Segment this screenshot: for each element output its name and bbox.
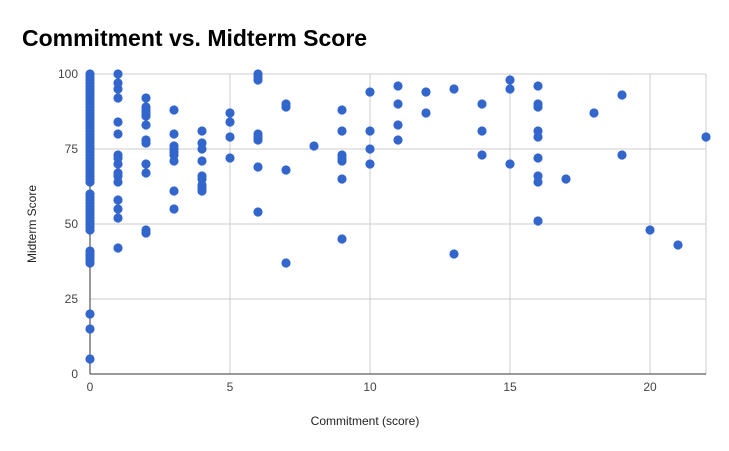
data-point[interactable] [701, 132, 711, 142]
data-point[interactable] [533, 81, 543, 91]
data-point[interactable] [253, 135, 263, 145]
data-point[interactable] [393, 99, 403, 109]
data-point[interactable] [393, 81, 403, 91]
data-point[interactable] [113, 177, 123, 187]
data-point[interactable] [225, 153, 235, 163]
x-tick-labels: 0 5 10 15 20 [87, 380, 657, 394]
data-point[interactable] [337, 156, 347, 166]
data-point[interactable] [365, 87, 375, 97]
data-point[interactable] [617, 150, 627, 160]
y-tick-labels: 0 25 50 75 100 [58, 67, 78, 381]
y-tick-label: 0 [71, 367, 78, 381]
data-point[interactable] [141, 228, 151, 238]
data-point[interactable] [421, 87, 431, 97]
data-point[interactable] [281, 165, 291, 175]
data-point[interactable] [113, 84, 123, 94]
data-point[interactable] [225, 108, 235, 118]
data-point[interactable] [253, 162, 263, 172]
x-tick-label: 20 [643, 380, 657, 394]
data-point[interactable] [533, 102, 543, 112]
data-point[interactable] [141, 93, 151, 103]
x-tick-label: 15 [503, 380, 517, 394]
data-point[interactable] [365, 126, 375, 136]
data-point[interactable] [85, 177, 95, 187]
data-point[interactable] [533, 216, 543, 226]
data-point[interactable] [113, 159, 123, 169]
data-point[interactable] [169, 156, 179, 166]
data-point[interactable] [477, 99, 487, 109]
data-point[interactable] [141, 138, 151, 148]
x-tick-label: 10 [363, 380, 377, 394]
data-point[interactable] [365, 144, 375, 154]
data-point[interactable] [85, 309, 95, 319]
data-point[interactable] [141, 111, 151, 121]
data-point[interactable] [477, 150, 487, 160]
data-point[interactable] [169, 105, 179, 115]
data-point[interactable] [449, 249, 459, 259]
data-point[interactable] [141, 159, 151, 169]
data-point[interactable] [113, 243, 123, 253]
data-point[interactable] [281, 258, 291, 268]
data-point[interactable] [225, 132, 235, 142]
data-point[interactable] [449, 84, 459, 94]
y-tick-label: 25 [65, 292, 79, 306]
x-axis-label: Commitment (score) [311, 414, 420, 428]
data-point[interactable] [393, 120, 403, 130]
data-point[interactable] [505, 84, 515, 94]
data-point[interactable] [253, 75, 263, 85]
x-tick-label: 0 [87, 380, 94, 394]
y-tick-label: 75 [65, 142, 79, 156]
chart-title: Commitment vs. Midterm Score [22, 25, 367, 51]
data-point[interactable] [113, 213, 123, 223]
data-point[interactable] [477, 126, 487, 136]
data-point[interactable] [113, 69, 123, 79]
y-axis-label: Midterm Score [25, 185, 39, 263]
data-point[interactable] [85, 354, 95, 364]
data-point[interactable] [169, 186, 179, 196]
data-point[interactable] [365, 159, 375, 169]
data-point[interactable] [141, 120, 151, 130]
data-point[interactable] [197, 186, 207, 196]
data-point[interactable] [337, 105, 347, 115]
data-point[interactable] [337, 234, 347, 244]
data-point[interactable] [197, 144, 207, 154]
data-point[interactable] [673, 240, 683, 250]
data-point[interactable] [645, 225, 655, 235]
data-point[interactable] [533, 132, 543, 142]
data-point[interactable] [505, 159, 515, 169]
y-tick-label: 100 [58, 67, 78, 81]
data-point[interactable] [589, 108, 599, 118]
data-point[interactable] [505, 75, 515, 85]
data-point[interactable] [421, 108, 431, 118]
data-point[interactable] [85, 324, 95, 334]
data-point[interactable] [561, 174, 571, 184]
data-point[interactable] [617, 90, 627, 100]
data-point[interactable] [169, 204, 179, 214]
data-point[interactable] [197, 126, 207, 136]
grid-lines [89, 73, 707, 375]
data-point[interactable] [113, 117, 123, 127]
y-tick-label: 50 [65, 217, 79, 231]
data-point[interactable] [85, 258, 95, 268]
data-point[interactable] [197, 156, 207, 166]
data-point[interactable] [337, 126, 347, 136]
x-tick-label: 5 [227, 380, 234, 394]
data-points [85, 69, 711, 364]
data-point[interactable] [113, 195, 123, 205]
data-point[interactable] [533, 177, 543, 187]
data-point[interactable] [393, 135, 403, 145]
data-point[interactable] [225, 117, 235, 127]
data-point[interactable] [85, 225, 95, 235]
data-point[interactable] [309, 141, 319, 151]
data-point[interactable] [533, 153, 543, 163]
data-point[interactable] [253, 207, 263, 217]
data-point[interactable] [113, 93, 123, 103]
data-point[interactable] [113, 129, 123, 139]
data-point[interactable] [141, 168, 151, 178]
data-point[interactable] [169, 129, 179, 139]
data-point[interactable] [337, 174, 347, 184]
data-point[interactable] [281, 102, 291, 112]
data-point[interactable] [113, 204, 123, 214]
